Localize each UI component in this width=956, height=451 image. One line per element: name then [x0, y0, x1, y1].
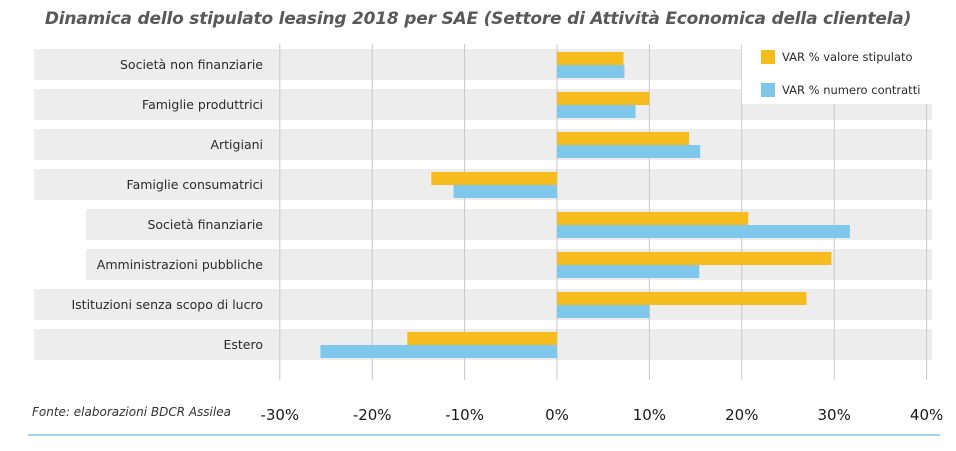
category-label: Istituzioni senza scopo di lucro [71, 297, 263, 312]
bar-numero-contratti [557, 105, 636, 118]
x-tick-label: -10% [445, 406, 484, 424]
category-label: Famiglie consumatrici [127, 177, 263, 192]
x-tick-label: 40% [910, 406, 943, 424]
legend-swatch [761, 50, 775, 64]
legend-swatch [761, 83, 775, 97]
category-label: Società non finanziarie [120, 57, 263, 72]
bar-valore-stipulato [431, 172, 557, 185]
bar-numero-contratti [557, 265, 700, 278]
bar-numero-contratti [557, 145, 701, 158]
category-label: Famiglie produttrici [142, 97, 263, 112]
x-tick-label: -20% [353, 406, 392, 424]
bar-numero-contratti [320, 345, 557, 358]
category-label: Estero [223, 337, 263, 352]
bottom-rule [28, 434, 940, 436]
bar-numero-contratti [453, 185, 557, 198]
x-tick-label: 10% [633, 406, 666, 424]
chart-title: Dinamica dello stipulato leasing 2018 pe… [44, 9, 912, 29]
category-label: Artigiani [210, 137, 263, 152]
bar-valore-stipulato [557, 212, 749, 225]
x-tick-label: 20% [725, 406, 758, 424]
x-tick-label: -30% [260, 406, 299, 424]
legend-label: VAR % valore stipulato [782, 50, 913, 64]
bar-valore-stipulato [557, 92, 650, 105]
bar-valore-stipulato [407, 332, 557, 345]
bar-valore-stipulato [557, 252, 832, 265]
bar-numero-contratti [557, 225, 850, 238]
source-note: Fonte: elaborazioni BDCR Assilea [32, 405, 231, 419]
bar-numero-contratti [557, 65, 625, 78]
category-label: Società finanziarie [147, 217, 263, 232]
bar-valore-stipulato [557, 52, 624, 65]
legend-label: VAR % numero contratti [782, 83, 920, 97]
bar-valore-stipulato [557, 132, 690, 145]
bar-numero-contratti [557, 305, 650, 318]
category-label: Amministrazioni pubbliche [97, 257, 264, 272]
row-band [34, 129, 932, 160]
x-tick-label: 30% [818, 406, 851, 424]
x-tick-label: 0% [545, 406, 569, 424]
bar-valore-stipulato [557, 292, 807, 305]
